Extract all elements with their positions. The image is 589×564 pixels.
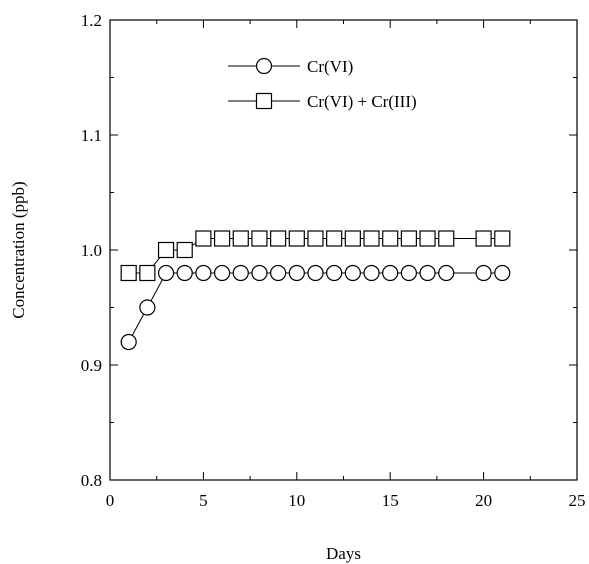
square-data-point (307, 230, 324, 247)
x-tick-label: 25 (569, 491, 586, 510)
legend-entry-1: Cr(VI) (228, 57, 353, 76)
square-data-point (120, 264, 137, 282)
square-data-point (195, 230, 212, 247)
circle-data-point (419, 264, 436, 282)
axes: 0 5 10 15 20 25 0.8 0.9 1.0 1.1 1.2 (81, 11, 586, 510)
circle-data-point (382, 264, 399, 282)
circle-data-point (251, 264, 268, 282)
circle-data-point (307, 264, 324, 282)
circle-data-point (157, 264, 175, 282)
square-data-point (363, 230, 380, 247)
square-data-point (251, 230, 268, 247)
circle-data-point (139, 299, 156, 316)
x-tick-label: 20 (475, 491, 492, 510)
x-tick-label: 0 (106, 491, 115, 510)
square-data-point (326, 230, 343, 247)
legend-label: Cr(VI) (307, 57, 353, 76)
y-tick-label: 1.0 (81, 241, 102, 260)
legend-marker (255, 92, 273, 110)
square-data-point (288, 230, 305, 247)
square-data-point (176, 241, 193, 259)
legend-entry-2: Cr(VI) + Cr(III) (228, 92, 417, 111)
legend-label: Cr(VI) + Cr(III) (307, 92, 417, 111)
series-line (128, 272, 503, 343)
series-1 (120, 264, 511, 351)
x-axis-title: Days (326, 544, 361, 563)
square-data-point (494, 230, 511, 247)
circle-data-point (438, 264, 455, 282)
square-data-point (419, 230, 436, 247)
legend-marker (255, 57, 273, 75)
square-data-point (157, 241, 175, 259)
square-data-point (139, 264, 156, 282)
x-tick-label: 5 (199, 491, 208, 510)
y-tick-label: 1.2 (81, 11, 102, 30)
circle-data-point (475, 264, 492, 282)
y-tick-label: 0.8 (81, 471, 102, 490)
y-tick-label: 0.9 (81, 356, 102, 375)
square-data-point (382, 230, 399, 247)
circle-data-point (494, 264, 511, 282)
square-data-point (232, 230, 249, 247)
square-data-point (213, 230, 231, 247)
circle-data-point (363, 264, 380, 282)
y-axis-title: Concentration (ppb) (9, 181, 28, 318)
y-tick-label: 1.1 (81, 126, 102, 145)
square-data-point (344, 230, 361, 247)
circle-data-point (120, 333, 137, 351)
x-tick-label: 15 (382, 491, 399, 510)
circle-data-point (288, 264, 305, 282)
series-2 (120, 230, 511, 282)
circle-data-point (232, 264, 249, 282)
square-data-point (270, 230, 287, 247)
circle-data-point (213, 264, 231, 282)
circle-data-point (270, 264, 287, 282)
square-data-point (400, 230, 417, 247)
square-data-point (475, 230, 492, 247)
circle-data-point (326, 264, 343, 282)
circle-data-point (400, 264, 417, 282)
square-data-point (438, 230, 455, 247)
legend: Cr(VI) Cr(VI) + Cr(III) (228, 57, 417, 111)
circle-data-point (344, 264, 361, 282)
series-layer (120, 230, 511, 351)
circle-data-point (195, 264, 212, 282)
circle-data-point (176, 264, 193, 282)
x-tick-label: 10 (288, 491, 305, 510)
